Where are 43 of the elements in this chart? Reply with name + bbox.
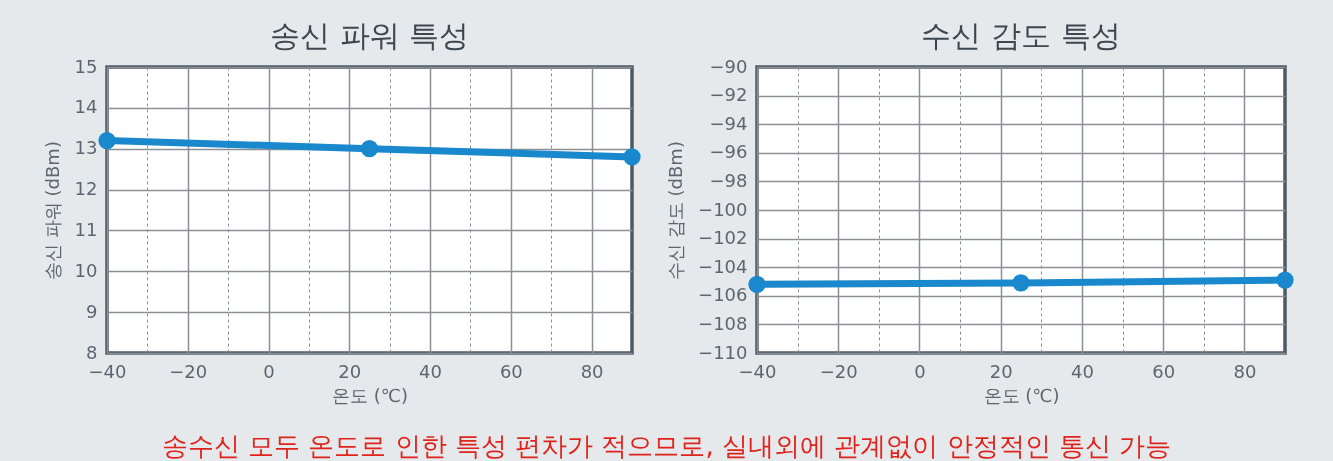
x-tick-label: 40 [419, 360, 443, 382]
y-tick-label: 14 [74, 96, 98, 118]
text: 송수신 모두 온도로 인한 특성 편차가 적으므로, 실내외에 관계없이 안정적인 통신 가능 [160, 430, 1173, 461]
y-tick-label: −104 [698, 255, 748, 277]
x-tick-label: 40 [1070, 360, 1094, 382]
x-axis-title: 온도 (℃) [983, 384, 1060, 406]
x-tick-label: 80 [580, 360, 604, 382]
y-tick-label: 8 [86, 341, 98, 363]
point [623, 148, 641, 166]
y-tick-label: −110 [698, 341, 748, 363]
point [98, 131, 116, 150]
y-tick-label: −92 [709, 84, 748, 106]
y-tick-label: −102 [698, 227, 748, 249]
x-tick-label: −40 [88, 360, 127, 382]
chart-title: 송신 파워 특성 [269, 18, 470, 53]
x-tick-label: −20 [819, 360, 858, 382]
x-tick-label: 60 [1152, 360, 1176, 382]
x-tick-label: 0 [914, 360, 926, 382]
x-tick-label: 60 [499, 360, 523, 382]
y-tick-label: 13 [74, 137, 98, 159]
chart-title: 수신 감도 특성 [921, 18, 1121, 53]
point [360, 140, 379, 158]
y-tick-label: −90 [709, 55, 748, 77]
x-tick-label: −40 [738, 360, 777, 382]
x-tick-label: 20 [989, 360, 1013, 382]
y-tick-label: 10 [74, 259, 98, 281]
x-axis-title: 온도 (℃) [332, 384, 408, 406]
y-tick-label: 15 [74, 55, 98, 77]
y-tick-label: 12 [74, 178, 98, 200]
x-tick-label: 80 [1233, 360, 1257, 382]
y-tick-label: −98 [709, 169, 748, 191]
x-tick-label: −20 [169, 360, 208, 382]
y-axis-title: 수신 감도 (dBm) [665, 141, 687, 280]
x-tick-label: 20 [338, 360, 362, 382]
y-axis-title: 송신 파워 (dBm) [41, 141, 63, 280]
y-tick-label: −94 [709, 112, 748, 134]
y-tick-label: 9 [86, 300, 98, 322]
y-tick-label: −106 [698, 284, 748, 306]
y-tick-label: −108 [698, 312, 748, 334]
y-tick-label: 11 [74, 218, 98, 240]
y-tick-label: −100 [698, 198, 748, 220]
y-tick-label: −96 [709, 141, 748, 163]
x-tick-label: 0 [263, 360, 275, 382]
